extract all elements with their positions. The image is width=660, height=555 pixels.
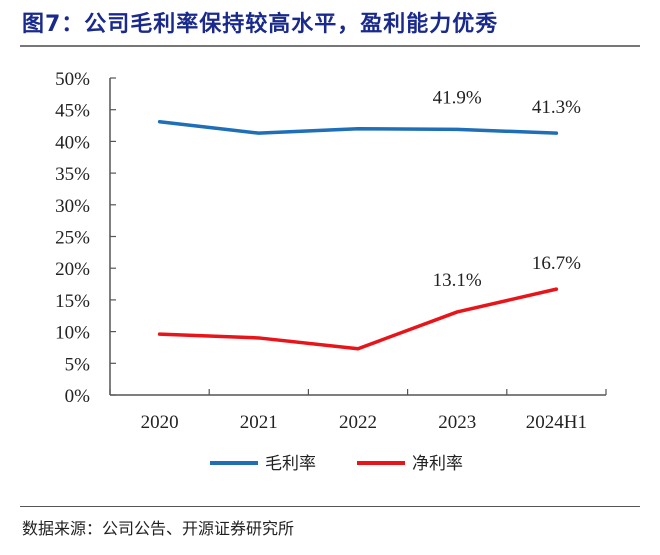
y-tick-label: 40% — [55, 132, 90, 153]
series-lines — [157, 119, 559, 351]
line-chart: 0% 5% 10% 15% 20% 25% 30% 35% 40% 45% 50% 2020 2021… — [55, 69, 607, 474]
y-tick-label: 50% — [55, 69, 90, 90]
y-tick-label: 10% — [55, 323, 90, 344]
y-tick-label: 45% — [55, 101, 90, 122]
source-divider — [20, 506, 640, 507]
x-tick-label: 2020 — [141, 412, 179, 433]
y-tick-label: 25% — [55, 228, 90, 249]
legend-label: 净利率 — [412, 454, 463, 474]
y-axis-ticks: 0% 5% 10% 15% 20% 25% 30% 35% 40% 45% 50% — [55, 69, 116, 407]
legend: 毛利率 净利率 — [210, 454, 463, 474]
legend-label: 毛利率 — [265, 454, 316, 474]
source-note: 数据来源：公司公告、开源证券研究所 — [22, 519, 295, 538]
x-axis-ticks: 2020 2021 2022 2023 2024H1 — [109, 389, 607, 433]
data-labels: 41.9% 41.3% 13.1% 16.7% — [433, 87, 581, 291]
x-tick-label: 2021 — [240, 412, 278, 433]
data-label: 41.3% — [532, 97, 581, 118]
y-tick-label: 15% — [55, 291, 90, 312]
data-label: 16.7% — [532, 253, 581, 274]
x-tick-label: 2023 — [438, 412, 476, 433]
y-tick-label: 20% — [55, 259, 90, 280]
title-divider — [20, 45, 640, 47]
y-tick-label: 35% — [55, 164, 90, 185]
figure-title: 图7：公司毛利率保持较高水平，盈利能力优秀 — [22, 12, 499, 37]
data-label: 41.9% — [433, 87, 482, 108]
x-tick-label: 2024H1 — [526, 412, 587, 433]
y-tick-label: 0% — [65, 386, 91, 407]
y-tick-label: 5% — [65, 354, 91, 375]
y-tick-label: 30% — [55, 196, 90, 217]
series-line-gross-margin — [157, 119, 559, 135]
x-tick-label: 2022 — [339, 412, 377, 433]
series-line-net-margin — [157, 287, 559, 351]
data-label: 13.1% — [433, 270, 482, 291]
